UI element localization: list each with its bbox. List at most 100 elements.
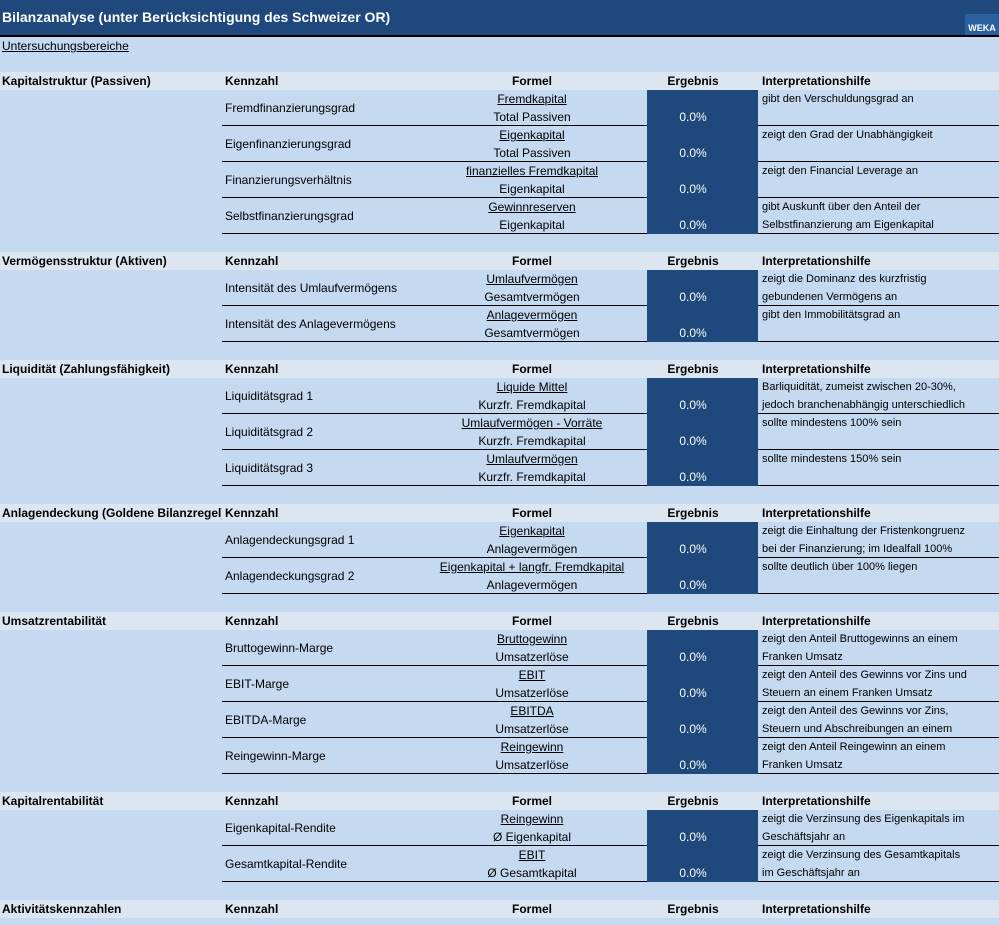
column-header: Kennzahl: [225, 74, 279, 88]
section-title: Kapitalrentabilität: [2, 794, 104, 808]
interpretation: Franken Umsatz: [762, 759, 843, 771]
row-border: [758, 197, 999, 198]
kennzahl: Finanzierungsverhältnis: [225, 173, 352, 187]
kennzahl: Liquiditätsgrad 2: [225, 425, 314, 439]
row-border: [758, 557, 999, 558]
kennzahl: Intensität des Anlagevermögens: [225, 317, 396, 331]
column-header: Formel: [511, 614, 552, 628]
numerator: Umlaufvermögen: [486, 272, 578, 286]
section-header-bg: [0, 900, 999, 918]
column-header: Ergebnis: [667, 254, 719, 268]
kennzahl: Fremdfinanzierungsgrad: [225, 101, 356, 115]
row-border: [222, 593, 647, 594]
row-border: [758, 125, 999, 126]
result: 0.0%: [679, 686, 707, 700]
section-title: Aktivitätskennzahlen: [2, 902, 122, 916]
section-header-bg: [0, 612, 999, 630]
denominator: Anlagevermögen: [486, 542, 578, 556]
column-header: Ergebnis: [667, 74, 719, 88]
result-block: [647, 810, 758, 882]
numerator: EBIT: [518, 848, 546, 862]
column-header: Kennzahl: [225, 254, 279, 268]
row-border: [222, 161, 647, 162]
denominator: Kurzfr. Fremdkapital: [478, 434, 586, 448]
kennzahl: Liquiditätsgrad 3: [225, 461, 314, 475]
row-border: [758, 485, 999, 486]
interpretation: gebundenen Vermögens an: [762, 291, 898, 303]
column-header: Ergebnis: [667, 362, 719, 376]
numerator: Umlaufvermögen: [486, 452, 578, 466]
interpretation: zeigt den Grad der Unabhängigkeit: [762, 129, 933, 141]
row-border: [222, 881, 647, 882]
row-border: [758, 233, 999, 234]
interpretation: zeigt den Anteil des Gewinns vor Zins un…: [762, 669, 967, 681]
numerator: Eigenkapital: [499, 128, 565, 142]
section-header-bg: [0, 72, 999, 90]
column-header: Interpretationshilfe: [762, 794, 871, 808]
row-border: [222, 665, 647, 666]
row-border: [222, 413, 647, 414]
column-header: Formel: [511, 74, 552, 88]
column-header: Formel: [511, 254, 552, 268]
interpretation: sollte mindestens 100% sein: [762, 417, 902, 429]
denominator: Total Passiven: [493, 146, 571, 160]
numerator: EBIT: [518, 668, 546, 682]
numerator: Reingewinn: [500, 812, 564, 826]
kennzahl: Reingewinn-Marge: [225, 749, 326, 763]
column-header: Interpretationshilfe: [762, 362, 871, 376]
numerator: Eigenkapital: [499, 524, 565, 538]
row-border: [222, 233, 647, 234]
numerator: Fremdkapital: [497, 92, 567, 106]
row-border: [758, 701, 999, 702]
row-border: [758, 449, 999, 450]
section-title: Liquidität (Zahlungsfähigkeit): [2, 362, 170, 376]
interpretation: zeigt die Dominanz des kurzfristig: [762, 273, 927, 285]
interpretation: zeigt die Verzinsung des Gesamtkapitals: [762, 849, 961, 861]
section-header-bg: [0, 360, 999, 378]
row-border: [758, 341, 999, 342]
denominator: Eigenkapital: [499, 218, 565, 232]
result: 0.0%: [679, 830, 707, 844]
interpretation: Selbstfinanzierung am Eigenkapital: [762, 219, 934, 231]
row-border: [758, 881, 999, 882]
kennzahl: Anlagendeckungsgrad 1: [225, 533, 355, 547]
section-header-bg: [0, 792, 999, 810]
interpretation: bei der Finanzierung; im Idealfall 100%: [762, 543, 953, 555]
kennzahl: EBIT-Marge: [225, 677, 290, 691]
result: 0.0%: [679, 758, 707, 772]
section-title: Anlagendeckung (Goldene Bilanzregel): [2, 506, 222, 520]
result: 0.0%: [679, 650, 707, 664]
result: 0.0%: [679, 722, 707, 736]
interpretation: sollte mindestens 150% sein: [762, 453, 902, 465]
result: 0.0%: [679, 542, 707, 556]
logo: WEKA: [965, 14, 999, 35]
column-header: Interpretationshilfe: [762, 254, 871, 268]
column-header: Ergebnis: [667, 794, 719, 808]
kennzahl: Eigenkapital-Rendite: [225, 821, 336, 835]
result: 0.0%: [679, 470, 707, 484]
interpretation: zeigt den Anteil Bruttogewinns an einem: [762, 633, 958, 645]
denominator: Eigenkapital: [499, 182, 565, 196]
denominator: Umsatzerlöse: [495, 722, 569, 736]
interpretation: zeigt die Einhaltung der Fristenkongruen…: [762, 525, 966, 537]
title-bar: [0, 0, 999, 37]
row-border: [222, 557, 647, 558]
result: 0.0%: [679, 398, 707, 412]
denominator: Anlagevermögen: [486, 578, 578, 592]
column-header: Ergebnis: [667, 506, 719, 520]
column-header: Interpretationshilfe: [762, 614, 871, 628]
result-block: [647, 522, 758, 594]
numerator: Anlagevermögen: [486, 308, 578, 322]
row-border: [758, 845, 999, 846]
result: 0.0%: [679, 218, 707, 232]
result: 0.0%: [679, 110, 707, 124]
column-header: Ergebnis: [667, 614, 719, 628]
column-header: Kennzahl: [225, 362, 279, 376]
interpretation: Steuern an einem Franken Umsatz: [762, 687, 933, 699]
column-header: Formel: [511, 362, 552, 376]
section-header-bg: [0, 504, 999, 522]
kennzahl: Bruttogewinn-Marge: [225, 641, 334, 655]
column-header: Formel: [511, 902, 552, 916]
denominator: Umsatzerlöse: [495, 686, 569, 700]
